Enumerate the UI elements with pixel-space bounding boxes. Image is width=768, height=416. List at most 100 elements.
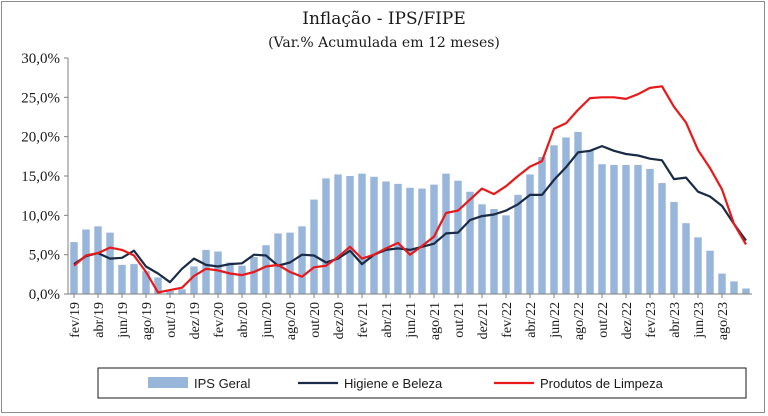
x-tick-label: ago/23 xyxy=(716,302,731,340)
bar-ips-geral xyxy=(214,251,222,294)
x-tick-label: ago/21 xyxy=(428,302,443,340)
bar-ips-geral xyxy=(250,257,258,294)
bar-ips-geral xyxy=(166,290,174,294)
x-tick-label: out/21 xyxy=(452,302,467,338)
chart-title: Inflação - IPS/FIPE xyxy=(302,9,466,29)
x-tick-label: ago/19 xyxy=(140,302,155,340)
legend-box xyxy=(97,367,747,399)
x-tick-label: dez/19 xyxy=(188,302,203,339)
bar-ips-geral xyxy=(658,183,666,294)
bar-ips-geral xyxy=(382,181,390,294)
bar-ips-geral xyxy=(466,191,474,294)
bar-ips-geral xyxy=(142,271,150,294)
bar-ips-geral xyxy=(82,229,90,294)
bar-ips-geral xyxy=(478,204,486,294)
legend-label: Produtos de Limpeza xyxy=(540,376,664,391)
bar-ips-geral xyxy=(394,183,402,294)
bar-ips-geral xyxy=(514,194,522,294)
bar-ips-geral xyxy=(346,176,354,294)
bar-ips-geral xyxy=(94,226,102,294)
bar-ips-geral xyxy=(598,164,606,294)
x-tick-label: dez/22 xyxy=(620,302,635,339)
bar-ips-geral xyxy=(646,168,654,294)
bar-ips-geral xyxy=(490,209,498,294)
x-tick-label: jun/20 xyxy=(260,302,275,339)
legend-item-produtos-de-limpeza: Produtos de Limpeza xyxy=(494,376,664,391)
bar-ips-geral xyxy=(454,180,462,294)
bar-ips-geral xyxy=(670,201,678,294)
bar-ips-geral xyxy=(238,265,246,294)
x-tick-label: abr/20 xyxy=(236,302,251,338)
bar-ips-geral xyxy=(190,266,198,294)
bar-ips-geral xyxy=(574,131,582,294)
bar-ips-geral xyxy=(418,188,426,294)
bar-ips-geral xyxy=(226,262,234,294)
bar-ips-geral xyxy=(586,150,594,294)
bar-ips-geral xyxy=(526,174,534,294)
x-tick-label: out/22 xyxy=(596,302,611,338)
line-series xyxy=(73,85,747,294)
bar-ips-geral xyxy=(70,242,78,294)
bar-ips-geral xyxy=(682,223,690,294)
bar-series xyxy=(70,131,750,294)
x-tick-label: abr/19 xyxy=(92,302,107,338)
x-tick-label: dez/21 xyxy=(476,302,491,339)
bar-ips-geral xyxy=(298,226,306,294)
bar-ips-geral xyxy=(694,237,702,294)
bar-ips-geral xyxy=(178,289,186,294)
bar-ips-geral xyxy=(358,173,366,294)
bar-ips-geral xyxy=(502,215,510,294)
x-tick-label: ago/20 xyxy=(284,302,299,340)
bar-ips-geral xyxy=(262,245,270,294)
line-produtos-de-limpeza xyxy=(73,85,747,294)
bar-ips-geral xyxy=(334,174,342,294)
x-tick-label: jun/21 xyxy=(404,302,419,339)
y-tick-label: 30,0% xyxy=(21,51,60,67)
bar-ips-geral xyxy=(610,164,618,294)
bar-ips-geral xyxy=(202,249,210,294)
x-tick-label: jun/19 xyxy=(116,302,131,339)
bar-ips-geral xyxy=(730,281,738,294)
bar-ips-geral xyxy=(622,164,630,294)
x-tick-label: fev/19 xyxy=(68,302,83,338)
bar-ips-geral xyxy=(130,264,138,294)
x-tick-label: fev/21 xyxy=(356,302,371,338)
bar-ips-geral xyxy=(706,250,714,294)
y-tick-label: 15,0% xyxy=(21,169,60,185)
bar-ips-geral xyxy=(154,277,162,294)
x-tick-label: fev/23 xyxy=(644,302,659,338)
y-tick-label: 20,0% xyxy=(21,130,60,146)
line-higiene-e-beleza xyxy=(73,145,747,284)
x-tick-label: jun/22 xyxy=(548,302,563,339)
bar-ips-geral xyxy=(742,288,750,294)
legend-item-higiene-e-beleza: Higiene e Beleza xyxy=(298,376,443,391)
x-tick-label: out/20 xyxy=(308,302,323,338)
y-axis: 0,0% 5,0% 10,0% 15,0% 20,0% 25,0% 30,0% xyxy=(21,51,69,303)
bar-ips-geral xyxy=(310,199,318,294)
bar-ips-geral xyxy=(718,273,726,294)
x-tick-label: fev/22 xyxy=(500,302,515,338)
legend-label: IPS Geral xyxy=(194,376,250,391)
legend-item-ips-geral: IPS Geral xyxy=(148,376,250,391)
bar-ips-geral xyxy=(274,233,282,294)
legend-swatch xyxy=(148,377,188,388)
x-tick-label: jun/23 xyxy=(692,302,707,339)
x-tick-label: ago/22 xyxy=(572,302,587,340)
x-tick-label: abr/21 xyxy=(380,302,395,338)
bar-ips-geral xyxy=(562,137,570,294)
bar-ips-geral xyxy=(322,178,330,294)
bar-ips-geral xyxy=(106,232,114,294)
x-tick-label: abr/23 xyxy=(668,302,683,338)
bar-ips-geral xyxy=(634,164,642,294)
x-tick-label: out/19 xyxy=(164,302,179,338)
y-tick-label: 5,0% xyxy=(29,248,60,264)
y-tick-label: 10,0% xyxy=(21,208,60,224)
bar-ips-geral xyxy=(370,176,378,294)
bar-ips-geral xyxy=(550,145,558,294)
bar-ips-geral xyxy=(430,184,438,294)
chart-subtitle: (Var.% Acumulada em 12 meses) xyxy=(268,35,500,51)
legend-label: Higiene e Beleza xyxy=(344,376,443,391)
x-tick-label: fev/20 xyxy=(212,302,227,338)
y-tick-label: 25,0% xyxy=(21,90,60,106)
